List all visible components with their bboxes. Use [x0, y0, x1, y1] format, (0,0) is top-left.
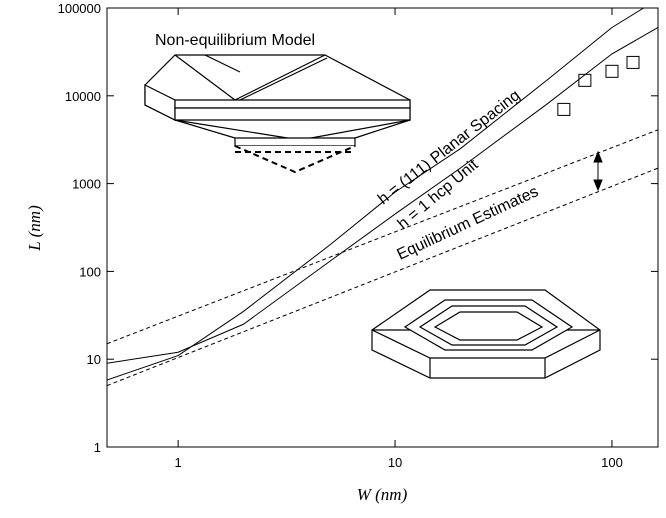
data-point [578, 73, 592, 87]
line-series [107, 129, 658, 345]
y-tick-label: 100 [79, 264, 101, 279]
x-axis-label: W (nm) [357, 485, 408, 504]
line-series [107, 167, 658, 387]
x-tick-label: 10 [388, 455, 402, 470]
y-tick-label: 100000 [58, 1, 101, 16]
inset-label: Non-equilibrium Model [155, 32, 315, 49]
line-series [107, 27, 658, 364]
data-point [605, 64, 619, 78]
y-tick-label: 10000 [65, 89, 101, 104]
plot-frame [106, 7, 659, 448]
non-equilibrium-inset [144, 54, 411, 174]
equilibrium-inset [371, 289, 601, 379]
x-tick-label: 1 [175, 455, 182, 470]
data-point [626, 55, 640, 69]
y-axis-label: L (nm) [25, 205, 44, 252]
y-tick-label: 1000 [72, 177, 101, 192]
data-point [557, 102, 571, 116]
range-arrow [593, 150, 603, 192]
y-tick-label: 10 [87, 352, 101, 367]
y-tick-label: 1 [94, 440, 101, 455]
line-series [107, 8, 644, 381]
x-tick-label: 100 [601, 455, 623, 470]
